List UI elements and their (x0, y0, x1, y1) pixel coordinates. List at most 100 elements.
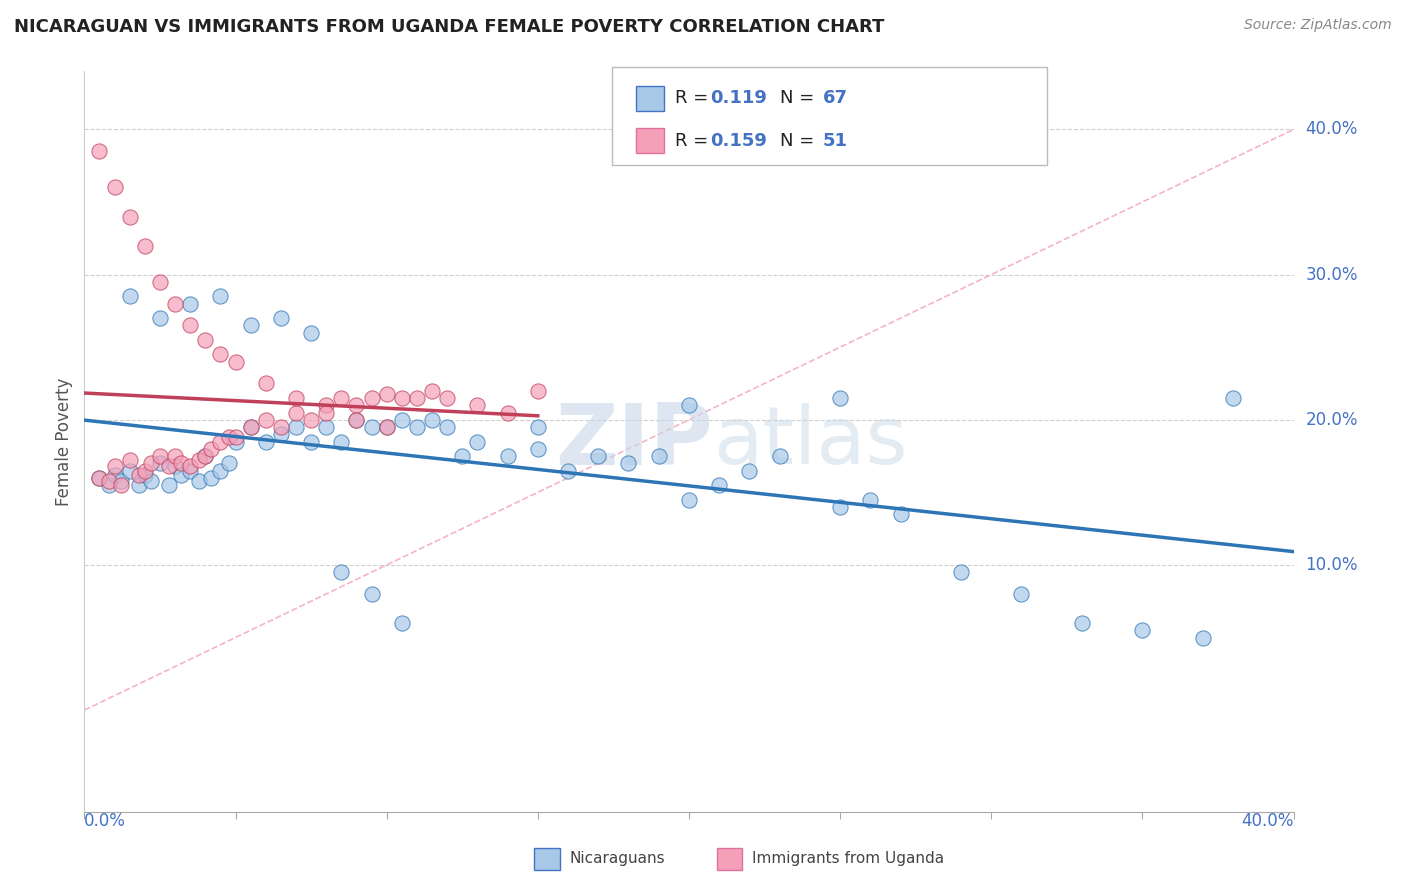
Point (165, 459, 187, 474)
Point (375, 420, 398, 434)
Point (134, 464, 156, 478)
Point (179, 464, 201, 478)
Point (239, 420, 262, 434)
Point (209, 289, 232, 303)
Point (209, 347, 232, 361)
Text: 20.0%: 20.0% (1306, 410, 1358, 429)
Text: Nicaraguans: Nicaraguans (569, 852, 665, 866)
Point (218, 430, 240, 444)
Point (436, 391, 458, 405)
Point (188, 453, 211, 467)
Point (118, 453, 141, 467)
Text: Source: ZipAtlas.com: Source: ZipAtlas.com (1244, 18, 1392, 32)
Point (89, 471, 111, 485)
Point (830, 391, 852, 405)
Point (830, 500, 852, 514)
Point (209, 434, 232, 449)
Point (360, 391, 382, 405)
Point (149, 275, 172, 289)
Point (128, 478, 150, 492)
Text: 51: 51 (823, 132, 848, 150)
Point (200, 471, 222, 485)
Point (270, 311, 292, 326)
Point (254, 413, 277, 427)
Point (285, 420, 308, 434)
Point (239, 420, 262, 434)
Point (139, 474, 162, 488)
Point (496, 405, 519, 419)
Text: 40.0%: 40.0% (1306, 120, 1358, 138)
Point (254, 376, 277, 391)
Point (194, 333, 217, 347)
Point (588, 449, 610, 463)
Point (118, 464, 141, 478)
Point (769, 449, 792, 463)
Point (188, 474, 211, 488)
Point (139, 456, 162, 470)
Point (104, 459, 127, 474)
Point (104, 180, 127, 194)
Point (360, 420, 382, 434)
Point (391, 413, 413, 427)
Point (315, 405, 337, 419)
Text: atlas: atlas (713, 402, 907, 481)
Point (170, 467, 193, 482)
Point (648, 449, 671, 463)
Point (170, 456, 193, 470)
Point (859, 492, 882, 507)
Point (149, 311, 172, 326)
Point (391, 615, 413, 630)
Point (118, 289, 141, 303)
Point (890, 507, 912, 521)
Text: 0.0%: 0.0% (84, 812, 127, 830)
Text: 0.119: 0.119 (710, 89, 766, 107)
Point (194, 449, 217, 463)
Point (89, 145, 111, 159)
Point (165, 296, 187, 310)
Point (360, 587, 382, 601)
Point (97, 474, 120, 488)
Point (1071, 615, 1094, 630)
Point (451, 449, 474, 463)
Point (1130, 624, 1153, 638)
Point (436, 420, 458, 434)
Text: 10.0%: 10.0% (1306, 556, 1358, 574)
Point (406, 420, 429, 434)
Point (315, 398, 337, 412)
Point (209, 464, 232, 478)
Point (420, 413, 443, 427)
Point (104, 467, 127, 482)
Point (194, 449, 217, 463)
Point (110, 474, 132, 488)
Point (239, 318, 262, 333)
Text: ZIP: ZIP (555, 400, 713, 483)
Point (467, 398, 489, 412)
Point (299, 413, 322, 427)
Point (299, 326, 322, 340)
Point (330, 391, 353, 405)
Text: 40.0%: 40.0% (1241, 812, 1294, 830)
Point (375, 386, 398, 401)
Text: R =: R = (675, 132, 714, 150)
Text: R =: R = (675, 89, 714, 107)
Point (678, 398, 700, 412)
Point (149, 456, 172, 470)
Point (225, 354, 247, 368)
Point (118, 210, 141, 224)
Point (254, 434, 277, 449)
Point (496, 449, 519, 463)
Text: N =: N = (780, 89, 820, 107)
Point (527, 384, 550, 398)
Point (738, 464, 761, 478)
Point (527, 420, 550, 434)
Point (406, 391, 429, 405)
Point (179, 318, 201, 333)
Point (709, 478, 731, 492)
Point (391, 391, 413, 405)
Point (89, 471, 111, 485)
Point (285, 391, 308, 405)
Point (1192, 631, 1215, 645)
Point (157, 459, 180, 474)
Point (375, 420, 398, 434)
Point (128, 467, 150, 482)
